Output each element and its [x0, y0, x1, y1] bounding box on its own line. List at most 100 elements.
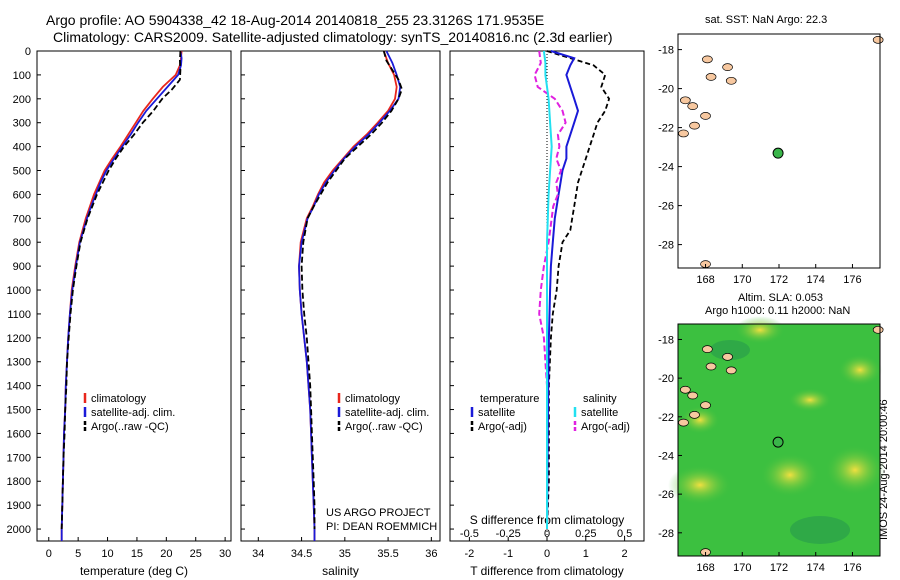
legend-label: satellite — [478, 407, 515, 419]
x-tick-label: 30 — [219, 548, 231, 560]
heatmap-blob — [838, 354, 882, 386]
y-tick-label: -26 — [658, 201, 674, 213]
island-shape — [679, 385, 691, 394]
y-tick-label: 1400 — [7, 381, 31, 393]
y-tick-label: -18 — [658, 334, 674, 346]
legend-label: satellite-adj. clim. — [345, 407, 429, 419]
argo-float-marker — [772, 436, 784, 448]
series-t-satellite-line — [546, 50, 580, 530]
x-tick-label: 5 — [75, 548, 81, 560]
legend-label: satellite-adj. clim. — [91, 407, 175, 419]
legend-header-temperature: temperature — [480, 393, 539, 405]
difference-panel: -2 -1 0 1 2 T difference from climatology -0.5… — [449, 50, 645, 578]
x-axis-label: temperature (deg C) — [80, 564, 188, 578]
y-tick-label: -24 — [658, 162, 674, 174]
y-tick-label: -22 — [658, 412, 674, 424]
x-tick-label: 168 — [696, 562, 714, 574]
project-line1: US ARGO PROJECT — [326, 507, 431, 519]
x-tick-label: 35 — [339, 548, 351, 560]
island-shape — [702, 55, 713, 64]
heatmap-blob — [735, 316, 785, 344]
heatmap-blob — [790, 516, 850, 544]
legend-label: climatology — [345, 393, 401, 405]
x-tick-label: 1 — [583, 548, 589, 560]
x-tick-label: 34.5 — [291, 548, 312, 560]
y-tick-label: 1600 — [7, 428, 31, 440]
heatmap-blob — [760, 453, 820, 497]
y-tick-label: -20 — [658, 373, 674, 385]
island-shape — [687, 391, 699, 400]
island-shape — [679, 96, 691, 105]
legend-label: Argo(-adj) — [581, 421, 630, 433]
island-shape — [678, 418, 689, 427]
y-tick-label: 700 — [13, 213, 31, 225]
island-shape — [725, 366, 737, 375]
x-top-tick-label: 0.25 — [575, 528, 596, 540]
island-shape — [722, 353, 733, 361]
x-tick-label: 25 — [190, 548, 202, 560]
island-shape — [678, 129, 689, 138]
sst-map-title: sat. SST: NaN Argo: 22.3 — [705, 14, 828, 26]
y-tick-label: 600 — [13, 189, 31, 201]
salinity-panel: 34 34.5 35 35.5 36 salinity climatology satelli… — [240, 50, 441, 578]
y-tick-label: -18 — [658, 45, 674, 57]
sst-map-panel: 168 170 172 174 176 -18 -20 -22 -24 -26 -28 — [658, 33, 884, 286]
heatmap-blob — [710, 340, 750, 360]
island-shape — [725, 76, 737, 85]
y-tick-label: -22 — [658, 123, 674, 135]
legend-label: Argo(-adj) — [478, 421, 527, 433]
x-tick-label: 170 — [733, 274, 751, 286]
heatmap-blob — [788, 388, 832, 412]
x-tick-label: -1 — [503, 548, 513, 560]
argo-float-marker — [772, 147, 784, 159]
y-tick-label: 800 — [13, 237, 31, 249]
x-tick-label: 0 — [46, 548, 52, 560]
plot-frame — [36, 50, 232, 542]
y-tick-label: 1300 — [7, 357, 31, 369]
y-tick-label: 400 — [13, 142, 31, 154]
y-tick-label: 1200 — [7, 333, 31, 345]
x-tick-label: 34 — [252, 548, 264, 560]
island-shape — [705, 73, 717, 81]
x-tick-label: 174 — [807, 562, 825, 574]
x-tick-label: 176 — [843, 562, 861, 574]
project-line2: PI: DEAN ROEMMICH — [326, 521, 437, 533]
series-argo-line — [300, 50, 403, 529]
y-tick-label: 100 — [13, 70, 31, 82]
island-shape — [700, 401, 711, 410]
y-tick-label: -24 — [658, 450, 674, 462]
island-shape — [689, 411, 700, 419]
island-shape — [702, 345, 713, 353]
y-tick-label: 1500 — [7, 405, 31, 417]
x-axis-label: salinity — [322, 564, 359, 578]
heatmap-blob — [668, 465, 732, 505]
y-tick-label: 1800 — [7, 476, 31, 488]
island-shape — [872, 35, 884, 44]
x-tick-label: 2 — [622, 548, 628, 560]
x-tick-label: -2 — [465, 548, 475, 560]
x-top-tick-label: -0.5 — [460, 528, 479, 540]
island-shape — [872, 325, 884, 334]
legend-header-salinity: salinity — [583, 393, 617, 405]
y-tick-label: -20 — [658, 84, 674, 96]
island-shape — [687, 102, 699, 111]
x-top-tick-label: 0.5 — [617, 528, 632, 540]
island-shape — [722, 63, 733, 72]
y-tick-label: -28 — [658, 240, 674, 252]
x-tick-label: 36 — [425, 548, 437, 560]
x-top-tick-label: -0.25 — [496, 528, 521, 540]
y-tick-label: 1000 — [7, 285, 31, 297]
y-tick-label: 200 — [13, 94, 31, 106]
y-tick-label: -28 — [658, 528, 674, 540]
series-s-argo-line — [533, 50, 567, 529]
x-tick-label: 20 — [160, 548, 172, 560]
x-tick-label: 35.5 — [377, 548, 398, 560]
x-tick-label: 172 — [770, 274, 788, 286]
x-tick-label: 0 — [544, 548, 550, 560]
island-shape — [705, 362, 717, 371]
x-tick-label: 10 — [101, 548, 113, 560]
plot-frame — [240, 50, 441, 542]
y-tick-label: 2000 — [7, 524, 31, 536]
series-s-satellite-line — [542, 50, 553, 529]
